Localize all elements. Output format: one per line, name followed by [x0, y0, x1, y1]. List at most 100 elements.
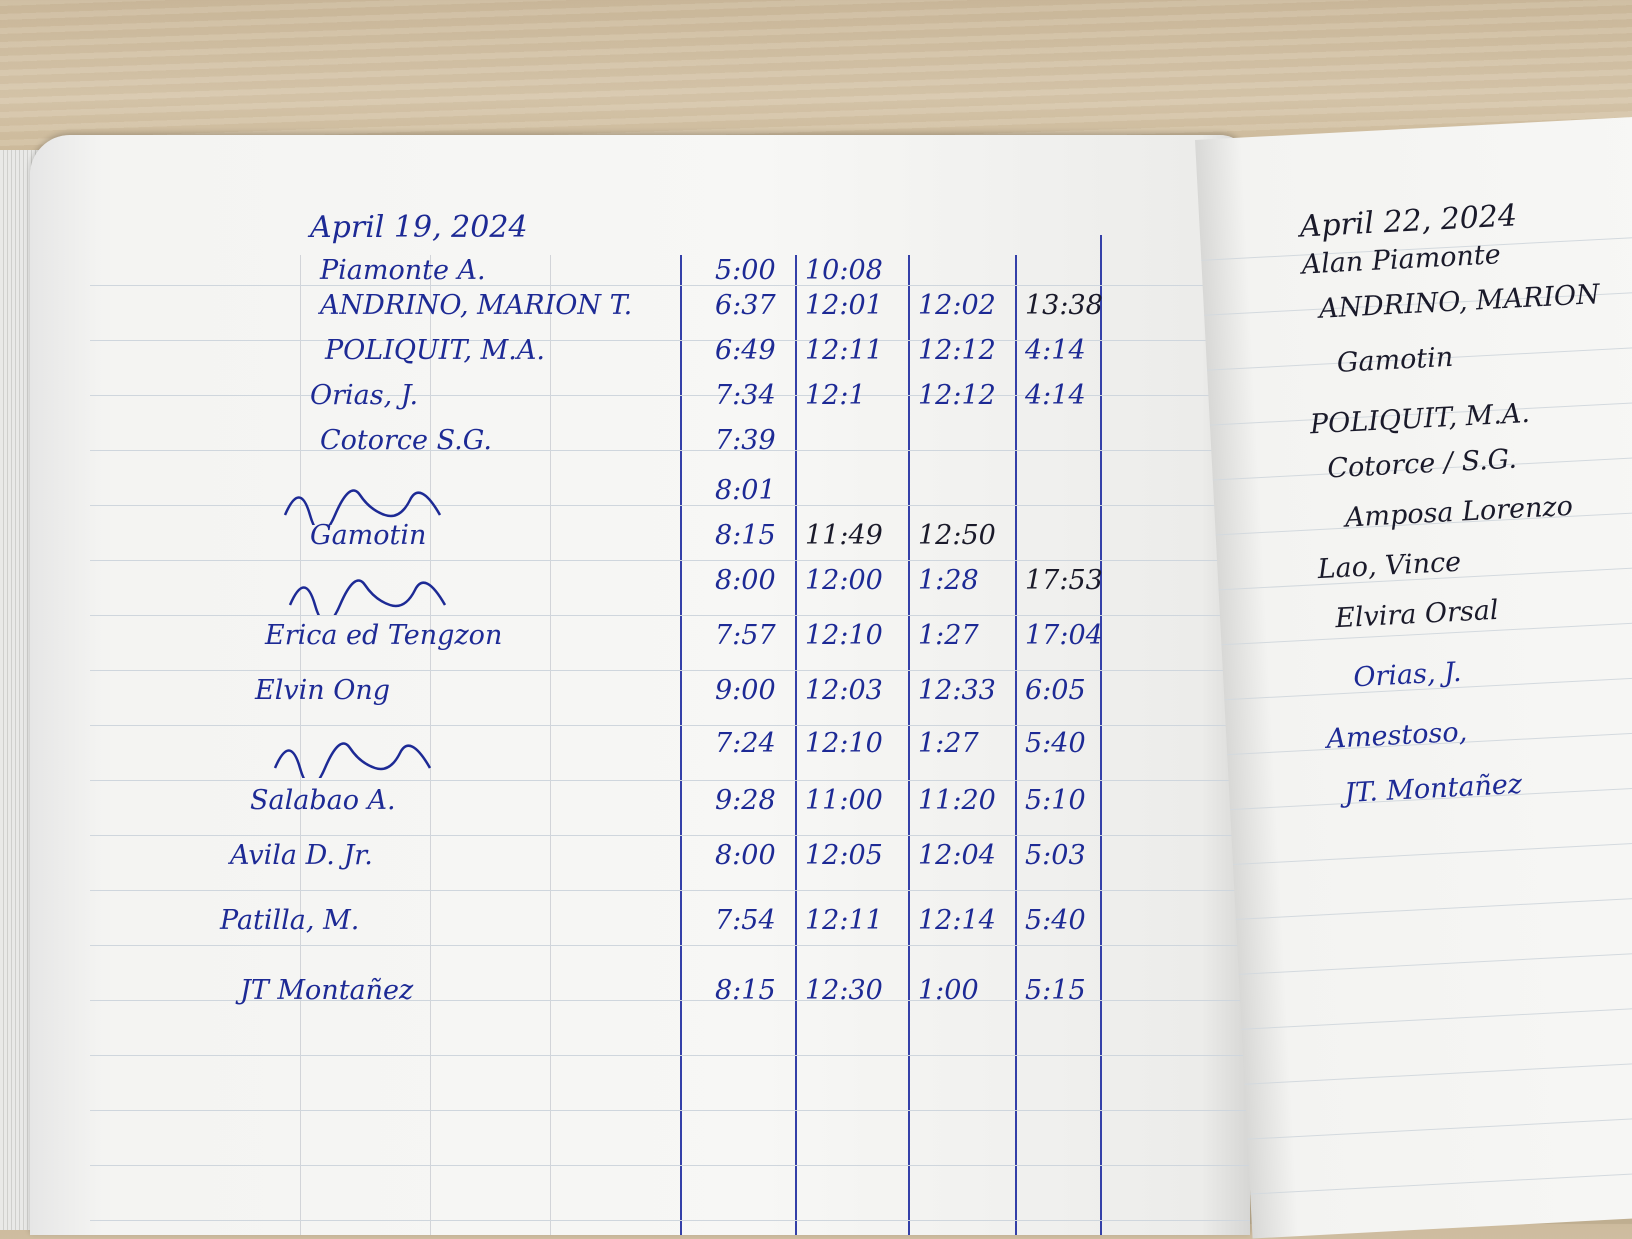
log-entry-name: ANDRINO, MARION [1318, 279, 1601, 325]
time-out-am: 12:1 [805, 380, 866, 411]
ruled-line [90, 835, 1250, 836]
ruled-line [90, 450, 1250, 451]
column-line-am-out [795, 255, 797, 1235]
time-in-pm: 12:04 [918, 840, 996, 871]
ruled-line [90, 1165, 1250, 1166]
time-in-pm: 12:14 [918, 905, 996, 936]
log-entry-name: Gamotin [310, 520, 427, 551]
logbook-right-page: April 22, 2024 Alan Piamonte ANDRINO, MAR… [1195, 115, 1632, 1239]
time-in-am: 7:54 [715, 905, 776, 936]
ruled-line [90, 670, 1250, 671]
log-entry-name: JT Montañez [240, 975, 414, 1006]
ruled-line [90, 560, 1250, 561]
log-entry-name: Amestoso, [1325, 716, 1468, 755]
column-line-pm-in [908, 255, 910, 1235]
faint-column-line [430, 255, 431, 1235]
ruled-line [90, 945, 1250, 946]
log-entry-name: POLIQUIT, M.A. [1309, 397, 1531, 441]
time-out-pm: 5:40 [1025, 728, 1086, 759]
time-in-am: 8:00 [715, 565, 776, 596]
time-in-am: 7:57 [715, 620, 776, 651]
ruled-line [1250, 1169, 1632, 1195]
ruled-line [1241, 1004, 1632, 1030]
signature-scribble [270, 728, 470, 787]
log-entry-name: Elvira Orsal [1334, 594, 1500, 635]
ruled-line [90, 285, 1250, 286]
time-out-am: 11:49 [805, 520, 883, 551]
log-entry-name: Erica ed Tengzon [265, 620, 503, 651]
time-in-am: 7:39 [715, 425, 776, 456]
signature-scribble [280, 475, 480, 534]
log-entry-name: Cotorce S.G. [320, 425, 492, 456]
time-in-pm: 12:12 [918, 335, 996, 366]
log-date: April 22, 2024 [1298, 198, 1518, 245]
time-out-pm: 5:03 [1025, 840, 1086, 871]
ruled-line [90, 1110, 1250, 1111]
ruled-line [90, 340, 1250, 341]
ruled-line [90, 780, 1250, 781]
log-entry-name: Cotorce / S.G. [1326, 443, 1518, 485]
time-out-am: 12:30 [805, 975, 883, 1006]
time-in-am: 9:28 [715, 785, 776, 816]
time-in-am: 5:00 [715, 255, 776, 286]
ruled-line [1244, 1059, 1632, 1085]
logbook-left-page: April 19, 2024 Piamonte A. 5:00 10:08 ANDRI… [30, 135, 1250, 1235]
signature-scribble [285, 565, 485, 624]
time-in-pm: 12:33 [918, 675, 996, 706]
time-out-pm: 5:10 [1025, 785, 1086, 816]
ruled-line [90, 395, 1250, 396]
column-line-signature [1100, 235, 1102, 1235]
log-entry-name: Gamotin [1336, 341, 1454, 379]
ruled-line [90, 505, 1250, 506]
log-entry-name: Alan Piamonte [1300, 239, 1502, 281]
time-in-am: 6:37 [715, 290, 776, 321]
time-out-am: 12:03 [805, 675, 883, 706]
time-out-pm: 13:38 [1025, 290, 1103, 321]
ruled-line [1247, 1114, 1632, 1140]
time-out-am: 12:11 [805, 905, 883, 936]
time-out-pm: 4:14 [1025, 380, 1086, 411]
log-entry-name: Lao, Vince [1316, 546, 1462, 586]
log-entry-name: Avila D. Jr. [230, 840, 373, 871]
time-out-pm: 6:05 [1025, 675, 1086, 706]
faint-column-line [550, 255, 551, 1235]
time-in-pm: 12:50 [918, 520, 996, 551]
time-in-pm: 1:28 [918, 565, 979, 596]
log-entry-name: Piamonte A. [320, 255, 486, 286]
ruled-line [1235, 894, 1632, 920]
ruled-line [1238, 949, 1632, 975]
time-in-am: 7:34 [715, 380, 776, 411]
time-out-am: 12:01 [805, 290, 883, 321]
time-out-am: 12:11 [805, 335, 883, 366]
ruled-line [90, 890, 1250, 891]
time-in-am: 8:15 [715, 975, 776, 1006]
column-line-pm-out [1015, 255, 1017, 1235]
time-out-pm: 4:14 [1025, 335, 1086, 366]
log-entry-name: ANDRINO, MARION T. [320, 290, 633, 321]
log-entry-name: JT. Montañez [1343, 768, 1523, 810]
time-in-pm: 12:02 [918, 290, 996, 321]
ruled-line [90, 1220, 1250, 1221]
log-entry-name: Amposa Lorenzo [1344, 490, 1574, 534]
column-line-am-in [680, 255, 682, 1235]
time-in-am: 8:00 [715, 840, 776, 871]
ruled-line [90, 615, 1250, 616]
log-entry-name: Elvin Ong [255, 675, 391, 706]
time-out-am: 12:05 [805, 840, 883, 871]
ruled-line [90, 1000, 1250, 1001]
time-out-pm: 17:53 [1025, 565, 1103, 596]
time-in-pm: 1:27 [918, 728, 979, 759]
log-entry-name: Orias, J. [1352, 656, 1463, 694]
time-out-am: 11:00 [805, 785, 883, 816]
time-out-am: 12:10 [805, 728, 883, 759]
time-in-pm: 11:20 [918, 785, 996, 816]
ruled-line [90, 1055, 1250, 1056]
log-entry-name: POLIQUIT, M.A. [325, 335, 545, 366]
time-out-pm: 5:40 [1025, 905, 1086, 936]
log-entry-name: Patilla, M. [220, 905, 360, 936]
time-out-am: 12:10 [805, 620, 883, 651]
faint-column-line [300, 255, 301, 1235]
ruled-line [90, 725, 1250, 726]
time-in-pm: 1:27 [918, 620, 979, 651]
time-in-pm: 1:00 [918, 975, 979, 1006]
